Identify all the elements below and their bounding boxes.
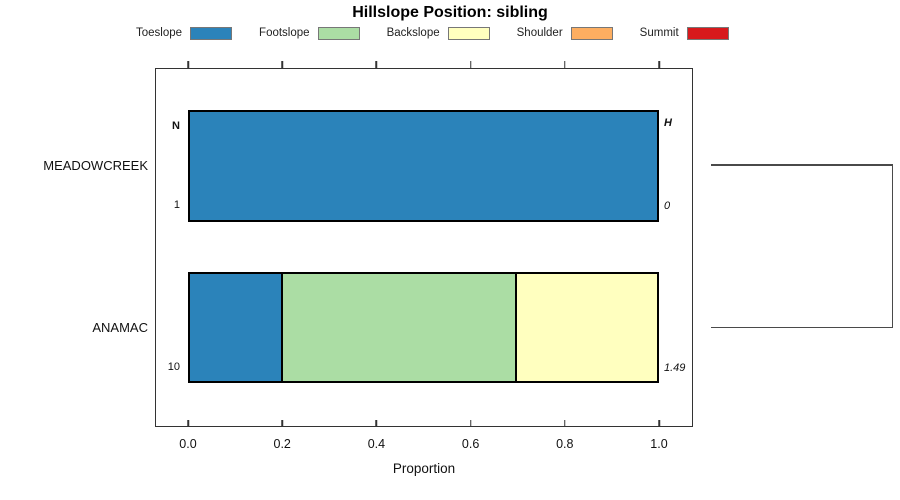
x-axis-label: Proportion [392,461,456,476]
x-axis-tick [564,420,566,427]
legend-swatch-backslope [447,26,490,40]
bar-segment-toeslope [190,274,284,381]
legend-swatch-footslope [317,26,360,40]
n-column-header: N [172,120,180,132]
row-label-anamac: ANAMAC [92,320,148,335]
x-axis-tick-labels: 0.0 0.2 0.4 0.6 0.8 1.0 [179,437,667,452]
x-axis-tick-label: 1.0 [650,437,668,451]
x-axis-tick [375,420,378,427]
x-axis-tick [187,61,189,68]
n-value-meadowcreek: 1 [173,199,180,211]
bar-segment-backslope [516,274,657,381]
legend-swatch-shoulder [570,26,613,40]
legend-item-shoulder: Shoulder [516,26,613,40]
legend: Toeslope Footslope Backslope Shoulder Summit [136,26,729,40]
x-axis-tick [469,420,472,427]
legend-swatch-toeslope [190,26,233,40]
n-value-anamac: 10 [167,361,180,373]
x-axis-tick [281,61,283,68]
row-label-meadowcreek: MEADOWCREEK [43,158,148,173]
x-axis-tick-label: 0.8 [556,437,574,451]
x-axis-tick [469,61,472,68]
legend-item-toeslope: Toeslope [136,26,233,40]
bar-segment-footslope [283,274,517,381]
x-axis-ticks-bottom [187,420,660,427]
h-value-meadowcreek: 0 [664,200,671,212]
dendrogram-branch-meadowcreek [711,164,893,166]
x-axis-tick [564,61,566,68]
chart-title: Hillslope Position: sibling [352,4,548,21]
legend-label-footslope: Footslope [259,27,310,39]
dendrogram-join-line [891,164,893,328]
legend-label-shoulder: Shoulder [516,27,563,39]
x-axis-tick [658,420,660,427]
x-axis-tick [375,61,378,68]
x-axis-tick [281,420,283,427]
x-axis-tick-label: 0.0 [179,437,197,451]
legend-item-backslope: Backslope [386,26,490,40]
legend-item-footslope: Footslope [259,26,360,40]
h-column-header: H [664,117,672,129]
bar-meadowcreek [188,110,659,222]
legend-swatch-summit [686,26,729,40]
bar-segment-toeslope [190,112,657,220]
legend-label-summit: Summit [639,27,679,39]
x-axis-ticks-top [187,61,660,68]
x-axis-tick [187,420,189,427]
h-value-anamac: 1.49 [664,362,686,374]
legend-item-summit: Summit [639,26,729,40]
legend-label-toeslope: Toeslope [136,27,183,39]
x-axis-tick-label: 0.4 [367,437,386,451]
dendrogram-branch-anamac [711,326,893,328]
bar-anamac [188,272,659,383]
legend-label-backslope: Backslope [386,27,440,39]
x-axis-tick [658,61,660,68]
x-axis-tick-label: 0.6 [461,437,480,451]
x-axis-tick-label: 0.2 [273,437,291,451]
